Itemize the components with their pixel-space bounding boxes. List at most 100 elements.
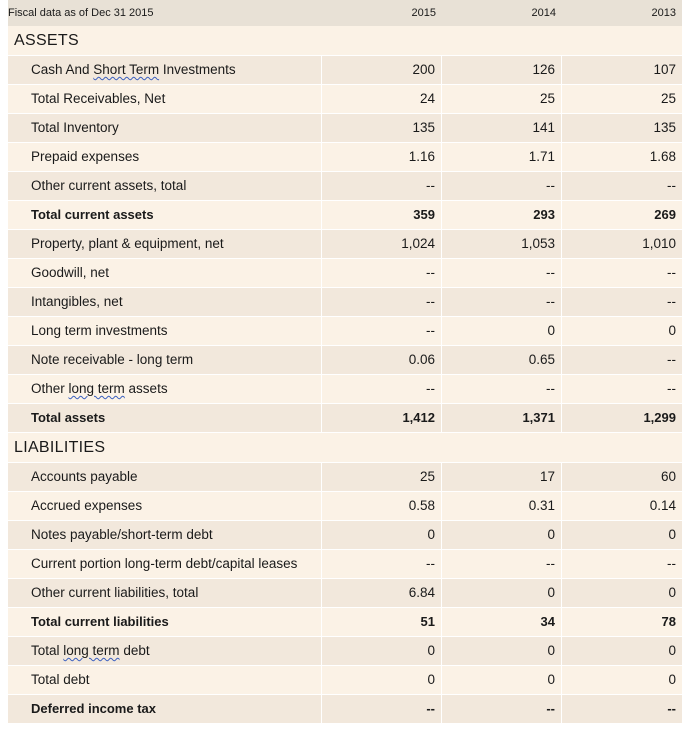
value-cell-2013: 25 [660,91,676,106]
value-cell-2013: 135 [653,120,676,135]
value-cell-2015: -- [322,259,442,287]
value-cell-2015: -- [322,550,442,578]
value-cell-2015: -- [322,375,442,403]
row-label: Total debt [8,666,322,694]
table-row: Total debt 0 0 0 [8,666,682,695]
row-label: Other current liabilities, total [8,579,322,607]
spellcheck-underlined-text: long term [63,643,120,658]
value-cell-2014: 0 [442,579,562,607]
value-cell-2015: 0 [322,666,442,694]
year-2014-header: 2014 [531,7,556,19]
row-label: Cash And Short Term Investments [8,56,322,84]
row-label-text: Notes payable/short-term debt [31,527,213,542]
value-cell-2014: 1.71 [442,143,562,171]
row-label: Property, plant & equipment, net [8,230,322,258]
value-cell-2015: 6.84 [322,579,442,607]
table-row: Other current assets, total -- -- -- [8,172,682,201]
row-label-text: Other current liabilities, total [31,585,199,600]
row-label: Total Inventory [8,114,322,142]
value-cell-2013: 0 [668,323,676,338]
value-cell-2015: 135 [322,114,442,142]
value-cell-2015: 0 [322,521,442,549]
value-cell-2015: 25 [322,463,442,491]
table-row: Total long term debt 0 0 0 [8,637,682,666]
value-cell-2013: -- [667,556,676,571]
value-cell-2015: -- [322,317,442,345]
value-cell-2014: -- [442,172,562,200]
spellcheck-underlined-text: Short Term [93,62,160,77]
value-cell-2014: 1,371 [442,404,562,432]
table-row: Total Receivables, Net 24 25 25 [8,85,682,114]
value-cell-2014: -- [442,695,562,723]
value-cell-2013: -- [667,352,676,367]
row-label: Other current assets, total [8,172,322,200]
spellcheck-underlined-text: long term [68,381,125,396]
value-cell-2014: 1,053 [442,230,562,258]
table-row: Long term investments -- 0 0 [8,317,682,346]
row-label-text: Other current assets, total [31,178,187,193]
row-label: Total Receivables, Net [8,85,322,113]
row-label: Goodwill, net [8,259,322,287]
year-2015-header: 2015 [411,7,436,19]
table-row: Goodwill, net -- -- -- [8,259,682,288]
row-label-text: Prepaid expenses [31,149,140,164]
value-cell-2013: 78 [661,614,676,629]
row-label-text: Total Receivables, Net [31,91,166,106]
row-label-text: Long term investments [31,323,168,338]
table-row: Deferred income tax -- -- -- [8,695,682,724]
row-label-text: Cash And [31,62,94,77]
row-label-text-end: Investments [159,62,236,77]
row-label: Deferred income tax [8,695,322,723]
value-cell-2013: 60 [660,469,676,484]
value-cell-2013: 0 [668,585,676,600]
value-cell-2015: 0.58 [322,492,442,520]
balance-sheet-table: Fiscal data as of Dec 31 2015 2015 2014 … [8,0,682,724]
value-cell-2013: 107 [653,62,676,77]
value-cell-2015: -- [322,172,442,200]
row-label-text: Intangibles, net [31,294,123,309]
value-cell-2013: 1,299 [643,410,676,425]
value-cell-2014: 126 [442,56,562,84]
table-row: Other long term assets -- -- -- [8,375,682,404]
row-label: Total assets [8,404,322,432]
value-cell-2015: 1.16 [322,143,442,171]
value-cell-2014: 0 [442,637,562,665]
row-label: Note receivable - long term [8,346,322,374]
value-cell-2013: 269 [654,207,676,222]
value-cell-2015: 51 [322,608,442,636]
row-label: Prepaid expenses [8,143,322,171]
value-cell-2013: -- [667,178,676,193]
row-label-text: Total [31,643,64,658]
value-cell-2015: -- [322,288,442,316]
row-label-text: Deferred income tax [31,701,156,716]
row-label-text: Note receivable - long term [31,352,194,367]
table-header: Fiscal data as of Dec 31 2015 2015 2014 … [8,0,682,26]
table-row: Total Inventory 135 141 135 [8,114,682,143]
liabilities-rows: Accounts payable 25 17 60 Accrued expenses 0.… [8,463,682,724]
table-row: Prepaid expenses 1.16 1.71 1.68 [8,143,682,172]
value-cell-2015: 359 [322,201,442,229]
table-row: Total assets 1,412 1,371 1,299 [8,404,682,433]
value-cell-2014: 293 [442,201,562,229]
value-cell-2014: 25 [442,85,562,113]
value-cell-2013: -- [667,701,676,716]
value-cell-2014: -- [442,259,562,287]
row-label-text: Current portion long-term debt/capital l… [31,556,298,571]
value-cell-2013: -- [667,265,676,280]
table-row: Property, plant & equipment, net 1,024 1,0… [8,230,682,259]
value-cell-2014: 0.31 [442,492,562,520]
value-cell-2014: 17 [442,463,562,491]
value-cell-2015: 0 [322,637,442,665]
value-cell-2015: 0.06 [322,346,442,374]
value-cell-2015: 1,412 [322,404,442,432]
value-cell-2015: 200 [322,56,442,84]
row-label-text: Other [31,381,69,396]
row-label-text: Total current liabilities [31,614,169,629]
table-row: Other current liabilities, total 6.84 0 0 [8,579,682,608]
value-cell-2014: 141 [442,114,562,142]
row-label-text: Accrued expenses [31,498,143,513]
liabilities-section-title: LIABILITIES [8,433,682,463]
value-cell-2014: -- [442,550,562,578]
row-label-text: Total current assets [31,207,154,222]
value-cell-2014: 34 [442,608,562,636]
